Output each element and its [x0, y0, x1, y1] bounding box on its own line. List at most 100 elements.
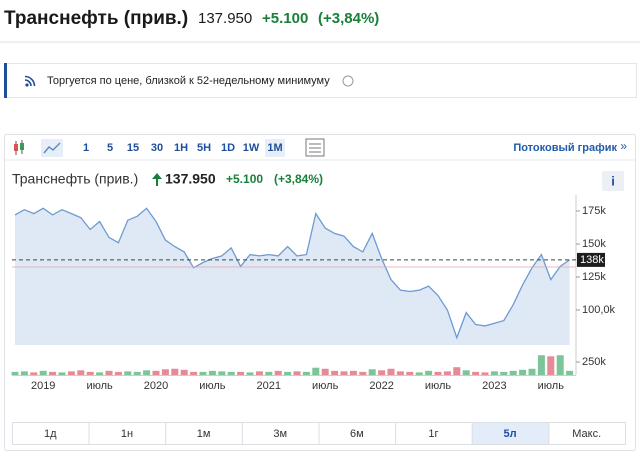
- y-tick-label: 100,0k: [582, 304, 616, 316]
- range-label: Макс.: [572, 428, 601, 440]
- interval-button[interactable]: 30: [151, 142, 163, 154]
- volume-bar: [472, 371, 480, 375]
- volume-bar: [133, 371, 141, 375]
- banner: [4, 63, 637, 98]
- info-button[interactable]: [602, 171, 624, 191]
- table-icon[interactable]: [305, 138, 325, 157]
- volume-bar: [227, 371, 235, 375]
- x-tick-label: июль: [425, 380, 452, 392]
- volume-bar: [415, 372, 423, 375]
- volume-bar: [39, 370, 47, 375]
- volume-bar: [566, 370, 574, 375]
- volume-bar: [340, 371, 348, 375]
- volume-bar: [331, 370, 339, 375]
- volume-bar: [284, 371, 292, 375]
- line-icon: [43, 142, 61, 154]
- volume-bar: [152, 370, 160, 375]
- up-arrow: [152, 173, 162, 186]
- volume-bar: [406, 371, 414, 375]
- volume-bar: [537, 355, 545, 375]
- interval-button[interactable]: 1W: [243, 142, 260, 154]
- volume-bar: [302, 371, 310, 375]
- volume-bar: [49, 371, 57, 375]
- y-tick-label: 175k: [582, 205, 606, 217]
- volume-bar: [425, 370, 433, 375]
- change-pct: (+3,84%): [318, 10, 379, 27]
- price-marker-label: 138k: [580, 254, 604, 266]
- volume-bar: [349, 370, 357, 375]
- volume-bar: [30, 372, 38, 375]
- volume-bar: [462, 370, 470, 375]
- interval-button[interactable]: 1M: [267, 142, 282, 154]
- volume-bar: [237, 371, 245, 375]
- volume-bar: [180, 369, 188, 375]
- rss-icon: [24, 75, 36, 87]
- volume-bar: [481, 372, 489, 375]
- volume-bar: [547, 356, 555, 375]
- volume-bar: [359, 371, 367, 375]
- chart-change: +5.100: [226, 172, 263, 186]
- volume-bar: [199, 371, 207, 375]
- volume-bar: [96, 372, 104, 375]
- volume-bar: [20, 371, 28, 375]
- interval-button[interactable]: 5: [107, 142, 113, 154]
- volume-bar: [274, 370, 282, 375]
- line-icon-bg[interactable]: [41, 139, 63, 157]
- volume-bar: [246, 372, 254, 375]
- x-tick-label: 2022: [369, 380, 393, 392]
- volume-bar: [500, 371, 508, 375]
- range-label: 3м: [273, 428, 287, 440]
- range-button[interactable]: [548, 422, 626, 445]
- volume-bar: [255, 371, 263, 375]
- interval-button[interactable]: 15: [127, 142, 139, 154]
- volume-bar: [218, 371, 226, 375]
- volume-bar: [396, 371, 404, 375]
- volume-bar: [190, 371, 198, 375]
- volume-bar: [293, 371, 301, 375]
- volume-bar: [143, 370, 151, 375]
- volume-bar: [208, 370, 216, 375]
- banner-accent: [4, 63, 7, 98]
- volume-bar: [321, 368, 329, 375]
- volume-bar: [124, 371, 132, 375]
- volume-bar: [556, 355, 564, 375]
- range-label: 6м: [350, 428, 364, 440]
- chart-title: Транснефть (прив.): [12, 171, 138, 187]
- volume-bar: [86, 371, 94, 375]
- volume-bar: [67, 371, 75, 375]
- volume-bar: [114, 371, 122, 375]
- volume-bar: [443, 371, 451, 375]
- interval-button[interactable]: 5H: [197, 142, 211, 154]
- x-tick-label: июль: [199, 380, 226, 392]
- volume-bar: [378, 370, 386, 375]
- volume-bar: [509, 370, 517, 375]
- x-tick-label: июль: [538, 380, 565, 392]
- volume-bar: [368, 369, 376, 375]
- volume-bar: [265, 371, 273, 375]
- volume-bar: [490, 371, 498, 375]
- price: 137.950: [198, 10, 252, 27]
- candle-icon[interactable]: [14, 140, 24, 155]
- info-icon[interactable]: [342, 75, 354, 87]
- price-marker-tag: [577, 252, 605, 267]
- volume-bar: [434, 371, 442, 375]
- volume-bar: [519, 369, 527, 375]
- volume-bar: [161, 369, 169, 375]
- y2-tick-label: 250k: [582, 356, 606, 368]
- interval-button[interactable]: 1: [83, 142, 89, 154]
- page-title: Транснефть (прив.): [4, 8, 188, 29]
- interval-button[interactable]: 1D: [221, 142, 235, 154]
- x-tick-label: июль: [86, 380, 113, 392]
- volume-bar: [528, 368, 536, 375]
- range-label: 5л: [504, 428, 517, 440]
- x-tick-label: 2019: [31, 380, 55, 392]
- interval-button[interactable]: 1H: [174, 142, 188, 154]
- range-label: 1д: [44, 428, 57, 440]
- volume-bar: [77, 370, 85, 375]
- volume-bar: [387, 368, 395, 375]
- range-label: 1г: [428, 428, 438, 440]
- streaming-link[interactable]: Потоковый график: [513, 142, 617, 154]
- change: +5.100: [262, 10, 308, 27]
- chart-change-pct: (+3,84%): [274, 172, 323, 186]
